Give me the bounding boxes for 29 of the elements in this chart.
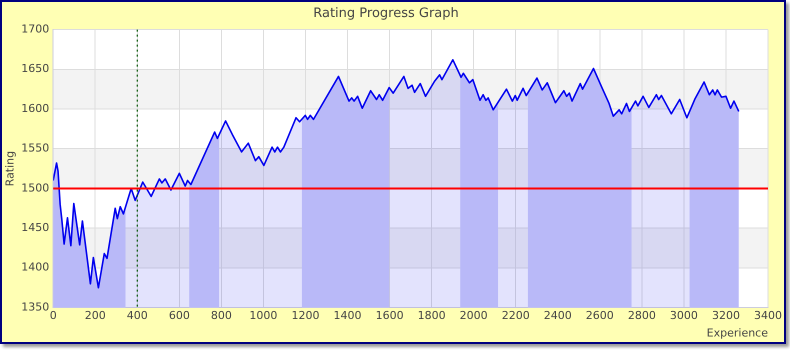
y-tick-label: 1550 — [21, 142, 50, 155]
x-axis-title: Experience — [706, 326, 768, 340]
x-tick-label: 400 — [126, 309, 148, 322]
x-tick-label: 1600 — [376, 309, 404, 322]
y-tick-label: 1400 — [21, 260, 50, 274]
y-tick-label: 1350 — [21, 300, 50, 314]
x-tick-label: 1400 — [334, 309, 362, 322]
y-tick-label: 1700 — [21, 22, 50, 36]
x-tick-label: 800 — [210, 309, 232, 322]
x-tick-label: 2600 — [586, 309, 614, 322]
x-tick-label: 2400 — [544, 309, 572, 322]
y-tick-label: 1600 — [21, 102, 50, 115]
chart-title: Rating Progress Graph — [313, 6, 459, 22]
x-tick-label: 2800 — [628, 309, 656, 322]
y-tick-label: 1650 — [21, 62, 50, 76]
x-tick-label: 3000 — [670, 309, 698, 322]
x-tick-label: 0 — [50, 309, 57, 322]
x-tick-label: 600 — [168, 309, 190, 322]
x-tick-label: 1800 — [418, 309, 446, 322]
x-tick-label: 1200 — [291, 309, 320, 322]
x-tick-label: 3400 — [754, 309, 782, 322]
x-tick-label: 1000 — [249, 309, 278, 322]
x-tick-label: 3200 — [712, 309, 740, 322]
x-tick-label: 200 — [84, 309, 106, 322]
y-tick-label: 1450 — [21, 221, 50, 234]
y-axis-title: Rating — [3, 150, 16, 186]
x-tick-label: 2000 — [460, 309, 488, 322]
x-tick-label: 2200 — [502, 309, 530, 322]
y-tick-label: 1500 — [21, 181, 50, 194]
